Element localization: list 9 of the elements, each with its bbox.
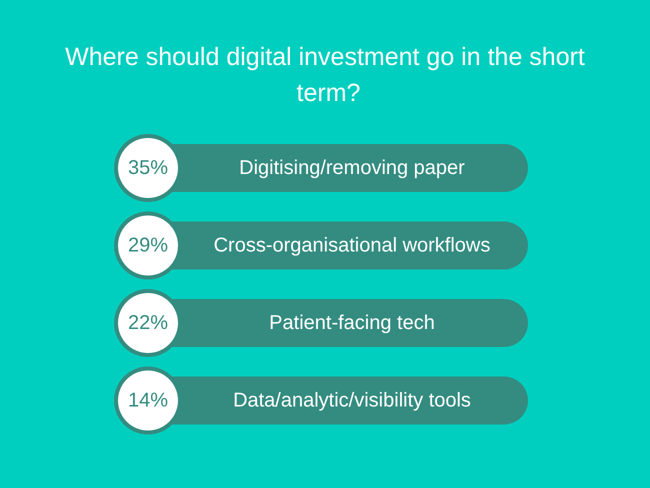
category-label: Digitising/removing paper — [239, 157, 466, 179]
data-label: 35% — [128, 157, 168, 179]
data-label: 22% — [128, 312, 168, 334]
data-label: 14% — [128, 390, 168, 412]
category-label: Data/analytic/visibility tools — [233, 390, 471, 412]
category-label: Cross-organisational workflows — [214, 234, 490, 256]
data-label: 29% — [128, 234, 168, 256]
text: Where should digital investment go in the short term? — [65, 43, 585, 107]
category-label: Patient-facing tech — [269, 312, 435, 334]
